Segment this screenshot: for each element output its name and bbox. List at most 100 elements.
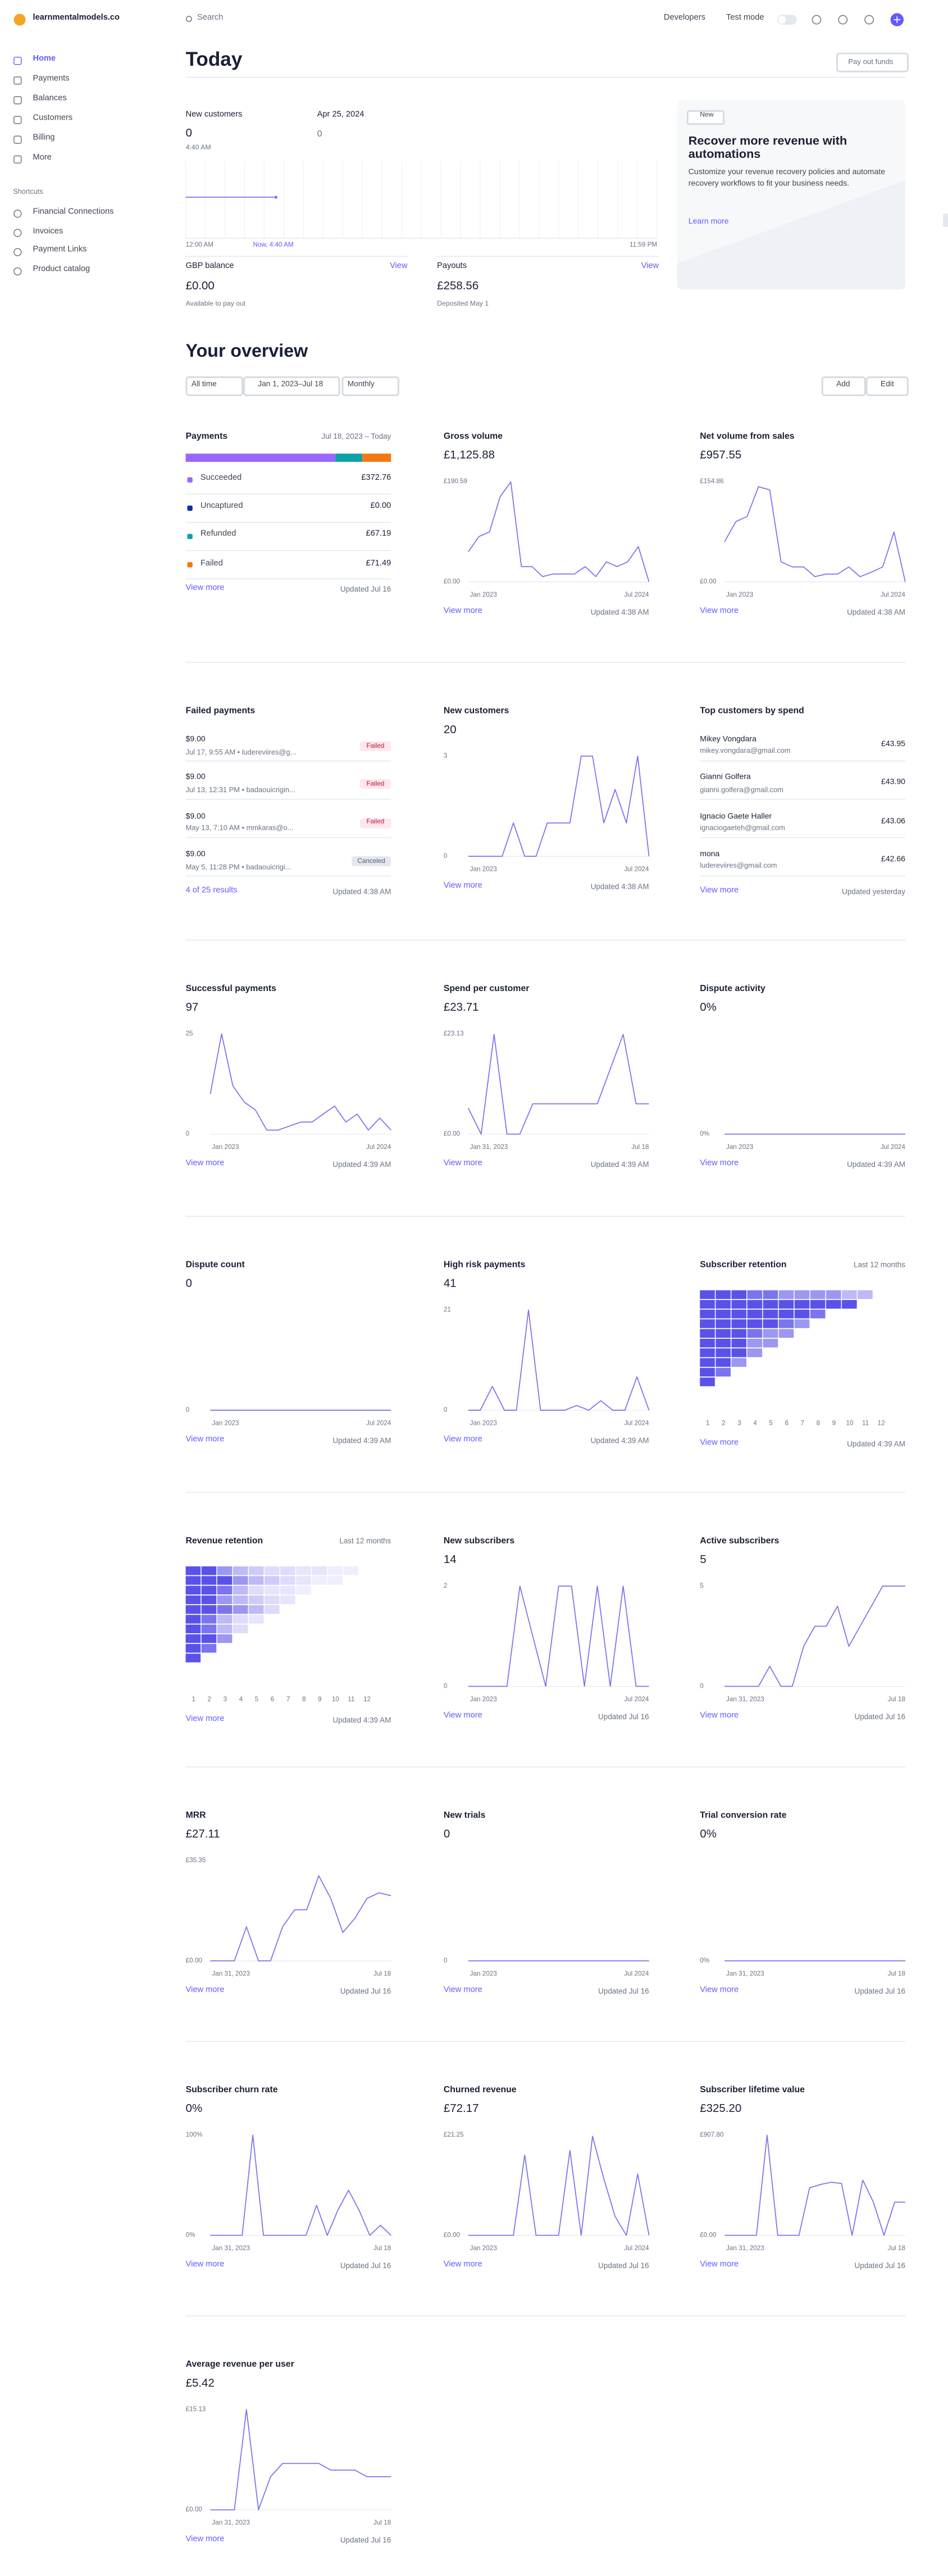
widget-title: Dispute count <box>185 1260 245 1270</box>
view-more-link[interactable]: View more <box>443 1158 482 1169</box>
nav-item[interactable]: Customers <box>33 113 73 124</box>
shortcut-item[interactable]: Product catalog <box>33 265 90 275</box>
toggle-knob <box>778 16 786 24</box>
updated-label: Updated Jul 16 <box>340 1987 391 1996</box>
payment-detail: Jul 17, 9:55 AM • ludereviires@g... <box>185 747 297 756</box>
view-more-link[interactable]: View more <box>443 1434 482 1445</box>
shortcut-item[interactable]: Invoices <box>33 226 63 237</box>
widget-value: £72.17 <box>443 2103 479 2115</box>
heatmap-cell <box>810 1300 826 1309</box>
overview-button[interactable] <box>821 376 866 397</box>
view-more-link[interactable]: View more <box>700 1985 739 1996</box>
view-more-link[interactable]: View more <box>443 1985 482 1996</box>
y-tick-label: £0.00 <box>443 1128 461 1137</box>
updated-label: Updated Jul 16 <box>340 2262 391 2270</box>
y-tick-label: 100% <box>185 2129 203 2138</box>
x-label: Jul 18 <box>887 1968 905 1977</box>
sparkline <box>467 1034 649 1135</box>
view-more-link[interactable]: View more <box>185 1434 225 1445</box>
filter[interactable] <box>185 376 243 397</box>
nav-item[interactable]: Balances <box>33 93 67 104</box>
filter-label: Monthly <box>347 380 375 388</box>
x-label: Jul 2024 <box>880 589 905 598</box>
nav-item[interactable]: Home <box>33 54 56 65</box>
view-more-link[interactable]: View more <box>185 2260 225 2270</box>
account-name[interactable]: learnmentalmodels.co <box>33 13 120 23</box>
bar-segment <box>362 453 391 462</box>
updated-label: Updated 4:39 AM <box>590 1437 649 1446</box>
heatmap-cell <box>715 1310 731 1319</box>
view-more-link[interactable]: View more <box>443 2260 482 2270</box>
heatmap-cell <box>201 1566 217 1575</box>
view-link[interactable]: View <box>390 261 408 271</box>
heatmap-cell <box>201 1595 217 1605</box>
view-more-link[interactable]: View more <box>443 1711 482 1721</box>
heatmap-cell <box>265 1605 280 1614</box>
column-label: 10 <box>846 1418 854 1426</box>
filter[interactable] <box>243 376 340 397</box>
view-more-link[interactable]: View more <box>700 1438 739 1448</box>
filter[interactable] <box>341 376 399 397</box>
heatmap-cell <box>700 1348 715 1357</box>
metric-selector[interactable]: New customers <box>185 110 243 120</box>
shortcut-item[interactable]: Financial Connections <box>33 207 114 217</box>
view-more-link[interactable]: View more <box>700 606 739 617</box>
column-label: 8 <box>816 1418 821 1426</box>
sparkline <box>210 1875 391 1961</box>
widget-value: £5.42 <box>185 2378 215 2390</box>
heatmap-cell <box>327 1566 343 1575</box>
view-more-link[interactable]: View more <box>700 1158 739 1169</box>
widget-value: 0% <box>700 1829 717 1841</box>
view-more-link[interactable]: View more <box>185 583 225 594</box>
widget-value: 0% <box>700 1002 717 1014</box>
view-more-link[interactable]: View more <box>700 2260 739 2270</box>
view-more-link[interactable]: View more <box>700 885 739 896</box>
amount: £372.76 <box>361 473 391 484</box>
updated-label: Updated Jul 16 <box>854 2262 905 2270</box>
view-more-link[interactable]: View more <box>185 2534 225 2545</box>
x-label: Jan 2023 <box>470 589 497 598</box>
amount: £0.00 <box>370 501 391 512</box>
developers-link[interactable]: Developers <box>663 13 705 23</box>
y-tick-label: 0 <box>443 1405 448 1413</box>
nav-item[interactable]: Billing <box>33 133 55 143</box>
view-link[interactable]: View <box>641 261 659 271</box>
view-more-link[interactable]: View more <box>185 1158 225 1169</box>
card-title[interactable]: GBP balance <box>185 261 234 271</box>
view-more-link[interactable]: View more <box>443 606 482 617</box>
nav-item[interactable]: Payments <box>33 74 70 84</box>
x-label: Jan 2023 <box>470 1418 497 1426</box>
heatmap-cell <box>778 1329 794 1338</box>
view-more-link[interactable]: View more <box>185 1714 225 1724</box>
status-badge <box>359 779 391 790</box>
results-link[interactable]: 4 of 25 results <box>185 885 238 896</box>
widget-title: Average revenue per user <box>185 2360 294 2370</box>
updated-label: Updated Jul 16 <box>854 1713 905 1721</box>
widget-value: 0 <box>443 1829 450 1841</box>
heatmap-cell <box>763 1300 778 1309</box>
y-tick-label: 2 <box>443 1580 448 1589</box>
search-input[interactable]: Search <box>197 13 224 23</box>
x-label: Jul 2024 <box>624 1693 649 1702</box>
status-label: Uncaptured <box>200 501 243 512</box>
compare-selector[interactable]: Apr 25, 2024 <box>317 110 364 120</box>
column-label: 6 <box>270 1693 275 1702</box>
heatmap-cell <box>185 1595 201 1605</box>
status-label: Canceled <box>357 855 385 864</box>
heatmap-cell <box>715 1358 731 1367</box>
view-more-link[interactable]: View more <box>185 1985 225 1996</box>
view-more-link[interactable]: View more <box>700 1711 739 1721</box>
nav-item[interactable]: More <box>33 153 52 163</box>
overview-button[interactable] <box>865 376 909 397</box>
view-more-link[interactable]: View more <box>443 881 482 891</box>
status-badge <box>359 741 391 751</box>
payout-button[interactable] <box>836 52 909 72</box>
learn-more-link[interactable]: Learn more <box>688 219 729 228</box>
shortcut-item[interactable]: Payment Links <box>33 246 87 256</box>
column-label: 10 <box>331 1693 339 1702</box>
status-label: Failed <box>366 740 385 749</box>
y-tick-label: £23.13 <box>443 1028 464 1037</box>
heatmap-cell <box>810 1290 826 1300</box>
widget-title: Churned revenue <box>443 2085 517 2096</box>
x-label: Jul 2024 <box>366 1418 391 1426</box>
